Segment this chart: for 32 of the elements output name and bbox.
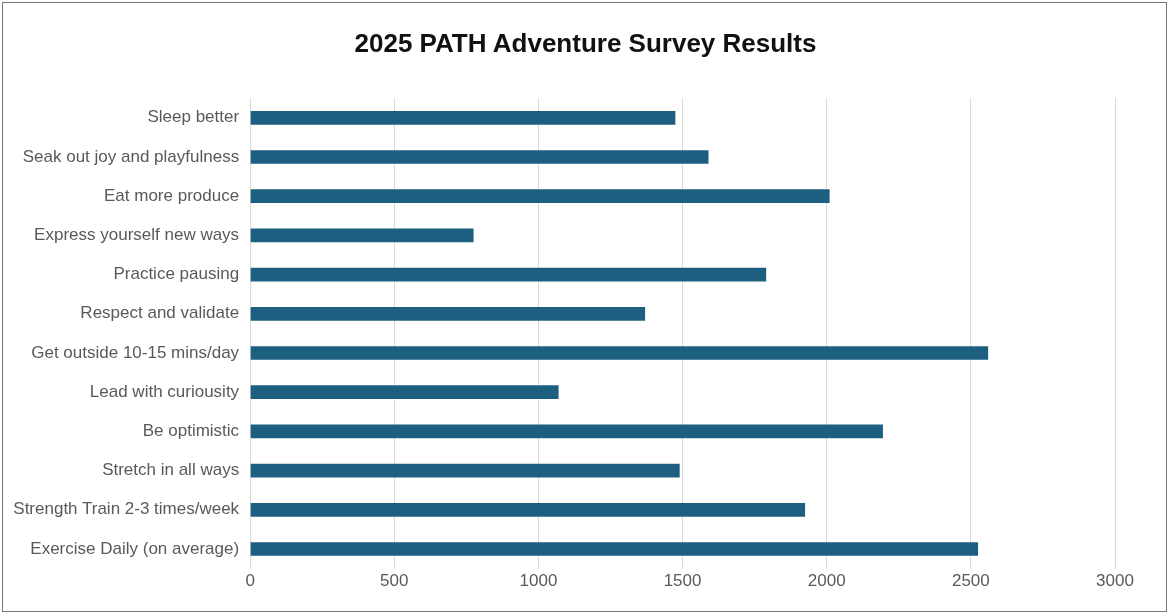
x-tick-label: 0 (245, 571, 255, 591)
bar (250, 110, 676, 125)
bar (250, 502, 806, 517)
bar (250, 463, 680, 478)
bar (250, 267, 767, 282)
chart-title: 2025 PATH Adventure Survey Results (353, 28, 818, 59)
y-tick-label: Stretch in all ways (102, 460, 240, 480)
x-tick-label: 500 (380, 571, 409, 591)
x-tick-label: 1000 (519, 571, 558, 591)
bar (250, 424, 883, 439)
y-tick-label: Respect and validate (80, 303, 240, 323)
y-tick-label: Express yourself new ways (34, 225, 240, 245)
y-tick-label: Eat more produce (103, 185, 240, 205)
y-tick-label: Exercise Daily (on average) (30, 538, 240, 558)
bar (250, 542, 979, 556)
x-tick-label: 3000 (1096, 571, 1134, 591)
y-tick-label: Be optimistic (142, 421, 240, 441)
y-tick-label: Strength Train 2-3 times/week (13, 499, 240, 519)
bar (250, 346, 989, 360)
bar (250, 150, 709, 164)
x-tick-label: 2000 (807, 571, 846, 591)
y-tick-label: Get outside 10-15 mins/day (31, 342, 240, 362)
bar (250, 385, 559, 400)
y-tick-label: Lead with curiousity (89, 381, 240, 401)
x-tick-label: 1500 (663, 571, 702, 591)
y-tick-label: Sleep better (147, 107, 240, 127)
bar (250, 189, 830, 204)
bar (250, 306, 646, 321)
x-tick-label: 2500 (951, 571, 990, 591)
y-tick-label: Seak out joy and playfulness (22, 146, 240, 166)
y-tick-label: Practice pausing (113, 264, 240, 284)
bar (250, 228, 474, 243)
